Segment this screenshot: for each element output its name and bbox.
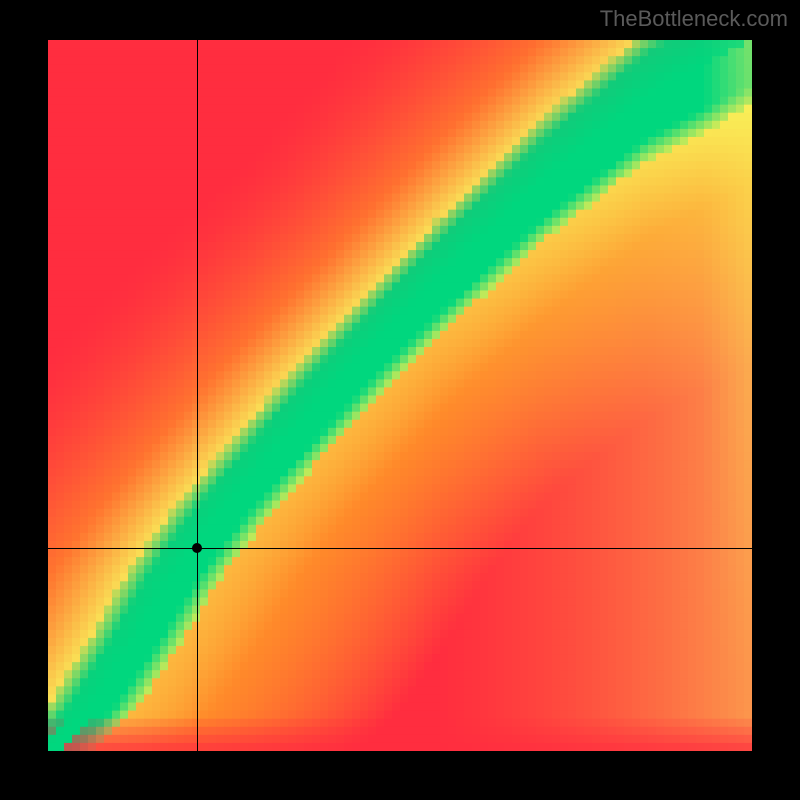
crosshair-horizontal <box>48 548 752 549</box>
watermark-text: TheBottleneck.com <box>600 6 788 32</box>
heatmap-canvas <box>48 40 752 751</box>
crosshair-marker <box>192 543 202 553</box>
plot-area <box>48 40 752 751</box>
crosshair-vertical <box>197 40 198 751</box>
